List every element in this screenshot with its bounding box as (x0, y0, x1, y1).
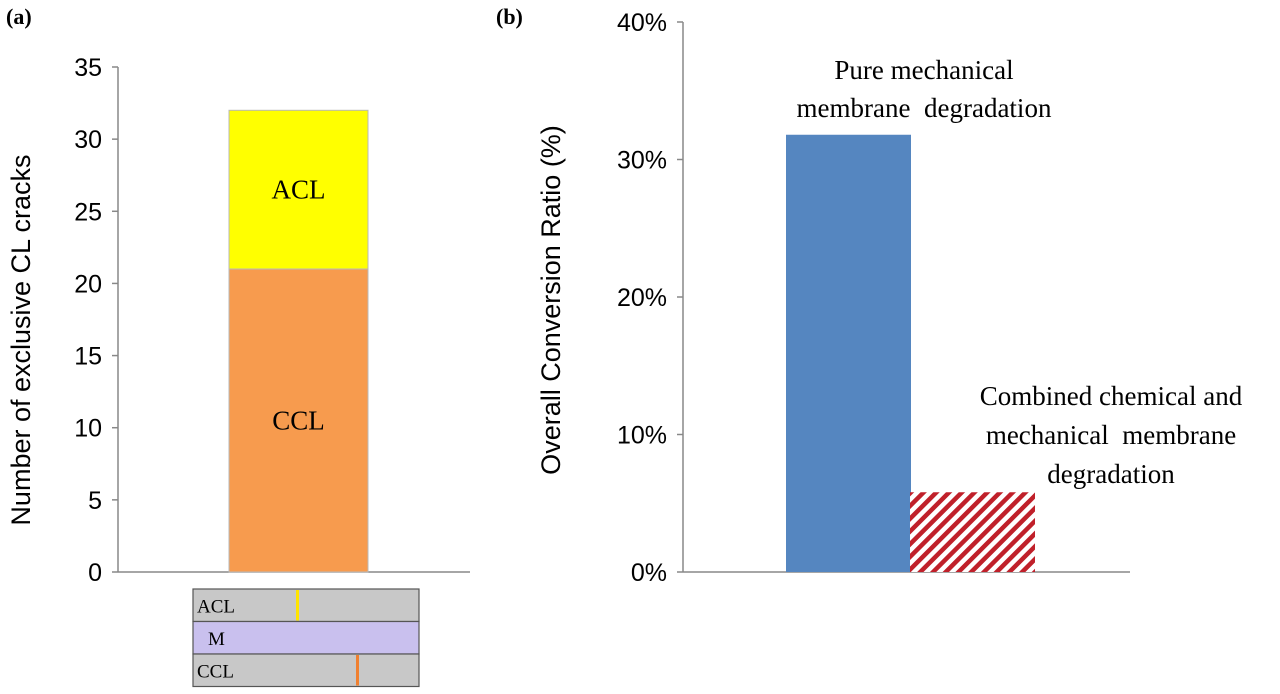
chart-b-ytick-label: 0% (631, 559, 667, 587)
chart-a-segment-label: ACL (272, 175, 326, 205)
chart-b-ytick-label: 10% (617, 422, 667, 450)
chart-a-plot: 0 5 10 15 20 25 30 35 CCL ACL (74, 54, 470, 587)
chart-a-ytick-label: 20 (74, 270, 102, 298)
layer-inset: ACL M CCL (192, 588, 420, 688)
panel-b-label: (b) (496, 4, 523, 29)
chart-b-category-label: mechanical membrane (986, 420, 1236, 450)
chart-b-plot: 0% 10% 20% 30% 40% Pure mechanical membrane de… (617, 9, 1243, 587)
chart-b-category-label: degradation (1047, 459, 1175, 489)
chart-b-category-label: Pure mechanical (834, 55, 1013, 85)
chart-a-ytick-label: 10 (74, 415, 102, 443)
inset-layer-m (192, 620, 420, 655)
chart-b-ytick-label: 20% (617, 284, 667, 312)
chart-a-ytick-label: 30 (74, 126, 102, 154)
chart-a-ytick-label: 15 (74, 343, 102, 371)
chart-a-ytick-label: 5 (88, 487, 102, 515)
chart-a-ytick-label: 25 (74, 198, 102, 226)
chart-b-bar-combined (910, 492, 1035, 572)
inset-layer-label: ACL (197, 596, 235, 617)
chart-b-bar-pure-mechanical (786, 134, 911, 572)
inset-layer-label: M (208, 629, 225, 650)
inset-layer-label: CCL (197, 661, 234, 682)
chart-a-ytick-label: 35 (74, 54, 102, 82)
chart-a-ytick-label: 0 (88, 559, 102, 587)
inset-layer-ccl (192, 653, 420, 688)
panel-a-label: (a) (6, 4, 32, 29)
chart-a-bar-acl (228, 109, 369, 270)
chart-b-ytick-label: 30% (617, 147, 667, 175)
inset-crack-marker (296, 590, 299, 621)
chart-b-category-label: membrane degradation (797, 93, 1052, 123)
inset-crack-marker (356, 655, 359, 686)
chart-a-ylabel: Number of exclusive CL cracks (6, 154, 36, 525)
chart-b-ylabel: Overall Conversion Ratio (%) (536, 125, 566, 475)
chart-a-segment-label: CCL (272, 406, 325, 436)
chart-b-ytick-label: 40% (617, 9, 667, 37)
chart-b-category-label: Combined chemical and (980, 381, 1243, 411)
